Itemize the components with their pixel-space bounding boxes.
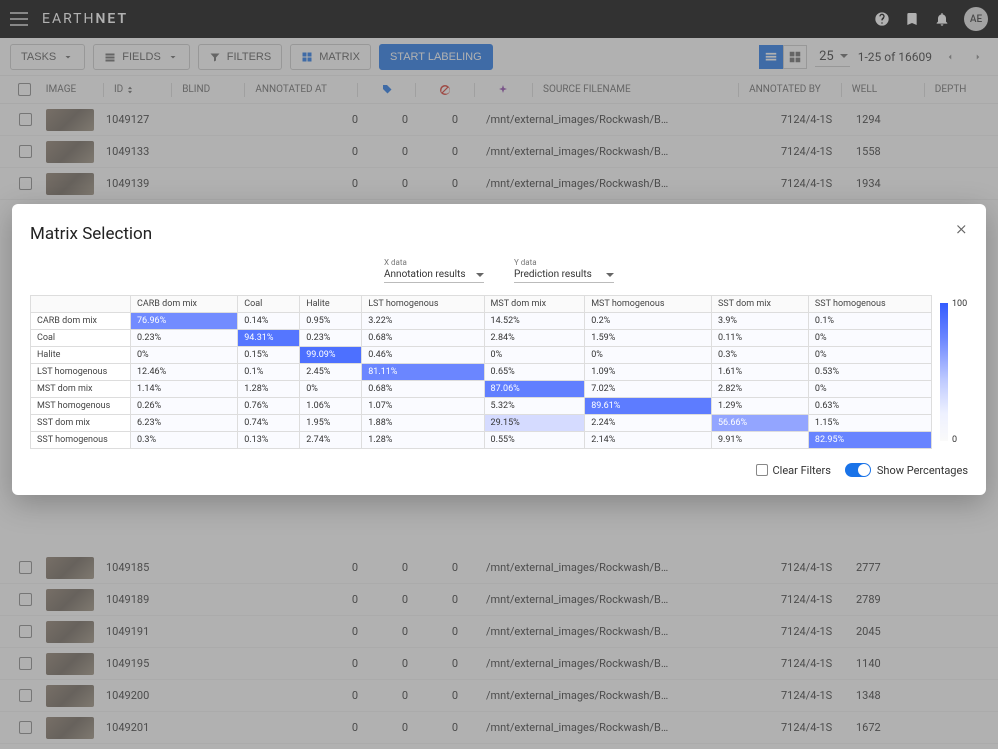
- matrix-cell[interactable]: 0.15%: [238, 347, 300, 364]
- matrix-cell[interactable]: 2.84%: [484, 330, 585, 347]
- matrix-cell[interactable]: 3.22%: [362, 313, 484, 330]
- matrix-cell[interactable]: 0.63%: [808, 398, 931, 415]
- confusion-matrix: CARB dom mixCoalHaliteLST homogenousMST …: [30, 295, 932, 449]
- matrix-cell[interactable]: 56.66%: [711, 415, 808, 432]
- matrix-cell[interactable]: 0%: [484, 347, 585, 364]
- matrix-cell[interactable]: 5.32%: [484, 398, 585, 415]
- matrix-cell[interactable]: 0.3%: [131, 432, 238, 449]
- matrix-col-header[interactable]: CARB dom mix: [131, 296, 238, 313]
- matrix-cell[interactable]: 1.07%: [362, 398, 484, 415]
- matrix-cell[interactable]: 2.45%: [300, 364, 362, 381]
- matrix-cell[interactable]: 6.23%: [131, 415, 238, 432]
- matrix-cell[interactable]: 2.82%: [711, 381, 808, 398]
- matrix-cell[interactable]: 94.31%: [238, 330, 300, 347]
- matrix-cell[interactable]: 0.1%: [238, 364, 300, 381]
- x-data-label: X data: [384, 258, 484, 267]
- matrix-cell[interactable]: 0%: [808, 330, 931, 347]
- matrix-col-header[interactable]: LST homogenous: [362, 296, 484, 313]
- matrix-cell[interactable]: 1.95%: [300, 415, 362, 432]
- matrix-row-header[interactable]: MST homogenous: [31, 398, 131, 415]
- matrix-cell[interactable]: 0.74%: [238, 415, 300, 432]
- matrix-cell[interactable]: 14.52%: [484, 313, 585, 330]
- matrix-cell[interactable]: 99.09%: [300, 347, 362, 364]
- matrix-cell[interactable]: 0.68%: [362, 381, 484, 398]
- matrix-cell[interactable]: 3.9%: [711, 313, 808, 330]
- matrix-cell[interactable]: 7.02%: [585, 381, 712, 398]
- matrix-cell[interactable]: 1.29%: [711, 398, 808, 415]
- matrix-cell[interactable]: 0.13%: [238, 432, 300, 449]
- matrix-cell[interactable]: 9.91%: [711, 432, 808, 449]
- matrix-cell[interactable]: 89.61%: [585, 398, 712, 415]
- matrix-cell[interactable]: 0.55%: [484, 432, 585, 449]
- matrix-col-header[interactable]: MST homogenous: [585, 296, 712, 313]
- matrix-cell[interactable]: 0%: [808, 381, 931, 398]
- matrix-cell[interactable]: 1.15%: [808, 415, 931, 432]
- matrix-cell[interactable]: 1.61%: [711, 364, 808, 381]
- matrix-cell[interactable]: 0.1%: [808, 313, 931, 330]
- matrix-cell[interactable]: 29.15%: [484, 415, 585, 432]
- matrix-row-header[interactable]: SST dom mix: [31, 415, 131, 432]
- matrix-cell[interactable]: 0%: [131, 347, 238, 364]
- heat-legend: 100 0: [940, 295, 968, 449]
- matrix-cell[interactable]: 87.06%: [484, 381, 585, 398]
- matrix-cell[interactable]: 0.26%: [131, 398, 238, 415]
- show-percentages-toggle[interactable]: [845, 463, 871, 477]
- matrix-cell[interactable]: 1.88%: [362, 415, 484, 432]
- close-icon[interactable]: [954, 222, 968, 239]
- x-data-select[interactable]: Annotation results: [384, 267, 484, 283]
- matrix-cell[interactable]: 0%: [808, 347, 931, 364]
- matrix-cell[interactable]: 2.24%: [585, 415, 712, 432]
- matrix-cell[interactable]: 0.2%: [585, 313, 712, 330]
- matrix-cell[interactable]: 76.96%: [131, 313, 238, 330]
- matrix-col-header[interactable]: SST homogenous: [808, 296, 931, 313]
- matrix-cell[interactable]: 1.06%: [300, 398, 362, 415]
- matrix-cell[interactable]: 0.95%: [300, 313, 362, 330]
- matrix-row-header[interactable]: CARB dom mix: [31, 313, 131, 330]
- matrix-cell[interactable]: 0.65%: [484, 364, 585, 381]
- matrix-col-header[interactable]: Coal: [238, 296, 300, 313]
- matrix-cell[interactable]: 0.53%: [808, 364, 931, 381]
- matrix-cell[interactable]: 0.68%: [362, 330, 484, 347]
- matrix-col-header[interactable]: MST dom mix: [484, 296, 585, 313]
- modal-title: Matrix Selection: [30, 224, 968, 244]
- matrix-cell[interactable]: 0%: [585, 347, 712, 364]
- matrix-cell[interactable]: 2.14%: [585, 432, 712, 449]
- matrix-row-header[interactable]: MST dom mix: [31, 381, 131, 398]
- matrix-row-header[interactable]: Coal: [31, 330, 131, 347]
- y-data-label: Y data: [514, 258, 614, 267]
- matrix-cell[interactable]: 1.28%: [238, 381, 300, 398]
- matrix-cell[interactable]: 0.14%: [238, 313, 300, 330]
- matrix-cell[interactable]: 0.76%: [238, 398, 300, 415]
- matrix-cell[interactable]: 0.46%: [362, 347, 484, 364]
- matrix-cell[interactable]: 2.74%: [300, 432, 362, 449]
- matrix-col-header[interactable]: Halite: [300, 296, 362, 313]
- matrix-cell[interactable]: 1.09%: [585, 364, 712, 381]
- clear-filters-checkbox[interactable]: Clear Filters: [756, 464, 831, 477]
- matrix-cell[interactable]: 0.11%: [711, 330, 808, 347]
- matrix-cell[interactable]: 0.3%: [711, 347, 808, 364]
- matrix-row-header[interactable]: LST homogenous: [31, 364, 131, 381]
- matrix-cell[interactable]: 1.59%: [585, 330, 712, 347]
- matrix-row-header[interactable]: SST homogenous: [31, 432, 131, 449]
- matrix-cell[interactable]: 81.11%: [362, 364, 484, 381]
- y-data-select[interactable]: Prediction results: [514, 267, 614, 283]
- matrix-cell[interactable]: 0.23%: [131, 330, 238, 347]
- matrix-row-header[interactable]: Halite: [31, 347, 131, 364]
- matrix-cell[interactable]: 1.28%: [362, 432, 484, 449]
- matrix-modal: Matrix Selection X data Annotation resul…: [12, 204, 986, 495]
- matrix-cell[interactable]: 1.14%: [131, 381, 238, 398]
- matrix-col-header[interactable]: SST dom mix: [711, 296, 808, 313]
- matrix-cell[interactable]: 12.46%: [131, 364, 238, 381]
- matrix-cell[interactable]: 82.95%: [808, 432, 931, 449]
- matrix-cell[interactable]: 0%: [300, 381, 362, 398]
- matrix-cell[interactable]: 0.23%: [300, 330, 362, 347]
